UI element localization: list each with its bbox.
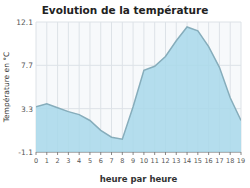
x-tick-label: 5 [88, 157, 92, 165]
x-tick-label: 16 [204, 157, 212, 165]
x-tick-label: 1 [45, 157, 49, 165]
x-tick-label: 7 [109, 157, 113, 165]
x-tick-label: 11 [151, 157, 159, 165]
series [36, 27, 241, 152]
grid-line-x [111, 22, 112, 152]
x-tick-label: 9 [131, 157, 135, 165]
x-tick-label: 3 [66, 157, 70, 165]
axes: -1.13.37.712.101234567891011121314151617… [16, 18, 245, 165]
x-tick-label: 12 [161, 157, 169, 165]
x-tick-label: 14 [183, 157, 191, 165]
x-tick-label: 19 [237, 157, 245, 165]
y-tick-label: 12.1 [16, 18, 33, 27]
y-tick-label: 3.3 [21, 105, 33, 114]
x-tick-label: 2 [56, 157, 60, 165]
chart: -1.13.37.712.101234567891011121314151617… [0, 0, 250, 188]
title: Evolution de la température [42, 4, 209, 16]
grid-line-x [122, 22, 123, 152]
x-tick-label: 0 [34, 157, 38, 165]
x-tick-label: 10 [140, 157, 148, 165]
x-axis-label: heure par heure [100, 174, 178, 184]
x-tick-label: 6 [99, 157, 103, 165]
x-tick-label: 13 [172, 157, 180, 165]
y-tick-label: -1.1 [18, 148, 33, 157]
plot-area [36, 22, 241, 152]
area-fill [36, 27, 241, 152]
grid-line-y [36, 22, 241, 23]
x-tick-label: 4 [77, 157, 81, 165]
y-axis-label: Température en °C [2, 52, 11, 124]
y-tick-label: 7.7 [21, 61, 33, 70]
area-line [36, 27, 241, 139]
x-tick-label: 17 [215, 157, 223, 165]
x-tick-label: 8 [120, 157, 124, 165]
x-tick-label: 15 [194, 157, 202, 165]
x-tick-label: 18 [226, 157, 234, 165]
grid [36, 22, 241, 152]
